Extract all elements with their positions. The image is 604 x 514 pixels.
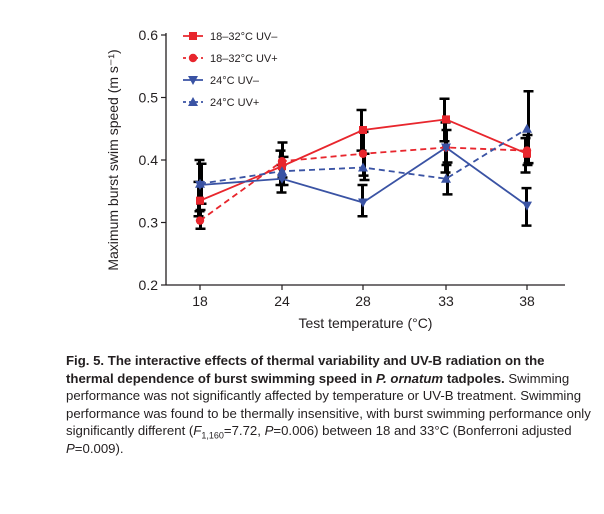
caption-stat-f-value: =7.72, [223,423,265,439]
x-tick-label: 24 [274,293,290,309]
caption-stat-p2-value: =0.009). [74,440,124,456]
y-tick-label: 0.6 [139,27,159,43]
legend-label: 24°C UV+ [210,97,259,109]
series-layer [193,90,534,230]
data-point [277,166,287,176]
x-tick-label: 38 [519,293,535,309]
data-point [358,198,368,208]
legend-marker [188,76,198,85]
caption-stat-p1: P [264,423,274,439]
legend: 18–32°C UV– 18–32°C UV+ 24°C UV– 24°C UV+ [183,31,278,109]
legend-marker [189,32,197,40]
caption-stat-f: F [193,423,202,439]
y-tick-label: 0.2 [139,277,159,293]
data-point [441,143,451,153]
axes: 0.2 0.3 0.4 0.5 0.6 18 24 28 33 38 Test temperatur… [105,27,565,331]
data-point [358,149,368,158]
chart: 0.2 0.3 0.4 0.5 0.6 18 24 28 33 38 Test temperatur… [105,27,565,331]
data-point [522,123,532,133]
figure-caption: Fig. 5. The interactive effects of therm… [66,352,591,458]
y-axis-title: Maximum burst swim speed (m s⁻¹) [105,49,121,270]
y-tick-label: 0.5 [139,90,159,106]
caption-body: Swimming performance was not significant… [66,370,591,439]
figure: 0.2 0.3 0.4 0.5 0.6 18 24 28 33 38 Test temperatur… [105,27,565,331]
data-point [277,157,287,166]
data-point [195,216,205,225]
legend-label: 18–32°C UV– [210,31,278,43]
series-4 [195,123,532,188]
x-axis-title: Test temperature (°C) [299,315,433,331]
legend-label: 24°C UV– [210,75,260,87]
caption-stat-p2: P [66,440,75,456]
x-tick-label: 18 [192,293,208,309]
caption-stat-f-sub: 1,160 [201,431,224,442]
data-point [277,174,287,184]
y-tick-label: 0.4 [139,152,159,168]
data-point [358,162,368,172]
error-bars [193,90,534,230]
x-tick-label: 33 [438,293,454,309]
legend-marker [188,97,198,106]
x-tick-label: 28 [355,293,371,309]
legend-entry: 24°C UV+ [183,97,259,109]
legend-entry: 18–32°C UV+ [183,53,278,65]
data-point [196,196,204,205]
y-tick-label: 0.3 [139,215,159,231]
legend-entry: 24°C UV– [183,75,260,87]
data-point [359,126,367,134]
caption-stat-p1-value: =0.006) between 18 and 33°C (Bonferroni … [273,423,572,439]
caption-title: Fig. 5. The interactive effects of therm… [66,353,545,386]
data-point [195,178,205,188]
caption-title-prefix: Fig. 5. The interactive effects of therm… [66,353,545,386]
data-point [441,173,451,183]
caption-species: P. ornatum [375,370,444,386]
data-point [442,115,450,124]
caption-title-suffix: tadpoles. [443,370,505,386]
series-2 [195,143,532,225]
legend-label: 18–32°C UV+ [210,53,278,65]
data-point [522,146,532,155]
legend-entry: 18–32°C UV– [183,31,278,43]
legend-marker [188,53,198,63]
data-point [522,201,532,211]
